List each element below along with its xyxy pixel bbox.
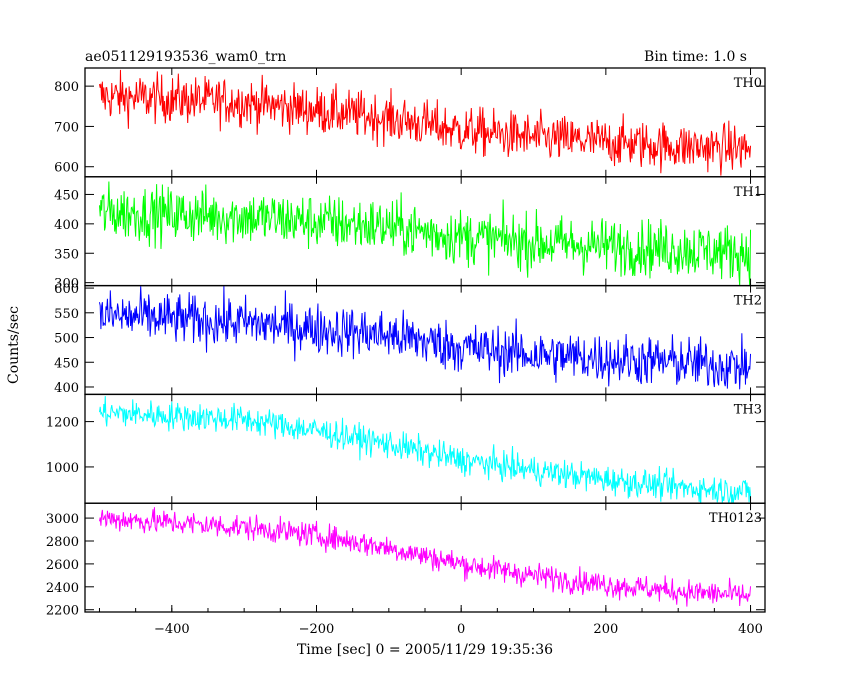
panel-label: TH1 [734,185,762,200]
series-line-th0123 [98,507,752,607]
x-axis-title: Time [sec] 0 = 2005/11/29 19:35:36 [297,642,553,658]
x-tick-label: −400 [154,622,190,637]
panel-label: TH0 [734,76,762,91]
y-tick-label: 550 [54,307,79,322]
y-tick-label: 400 [54,381,79,396]
x-tick-label: 0 [457,622,465,637]
y-tick-label: 600 [54,161,79,176]
y-tick-label: 500 [54,332,79,347]
series-line-th1 [98,181,752,286]
panel-th1: 300 350 400 450 TH1 [54,176,766,292]
y-tick-label: 1200 [46,416,79,431]
panel-label: TH2 [734,294,762,309]
chart-title: ae051129193536_wam0_trn [85,49,286,65]
bin-time-label: Bin time: 1.0 s [644,49,747,65]
y-tick-label: 2800 [46,535,79,550]
panel-th0123: 2200 2400 2600 2800 3000 TH0123 [46,502,766,619]
y-tick-label: 3000 [46,512,79,527]
panel-th0: 600 700 800 TH0 [54,67,766,178]
y-tick-label: 450 [54,356,79,371]
panel-th3: 1000 1200 TH3 [46,393,766,504]
y-tick-label: 300 [54,277,79,292]
x-tick-label: 200 [593,622,618,637]
y-tick-label: 2600 [46,558,79,573]
y-tick-label: 2200 [46,604,79,619]
panel-label: TH3 [734,402,762,417]
x-tick-label: 400 [738,622,763,637]
y-tick-label: 2400 [46,581,79,596]
y-tick-label: 800 [54,80,79,95]
panels-group: 600 700 800 TH0 300 350 400 450 TH1 400 450 500 550 6… [46,67,766,637]
panel-frame [84,176,766,287]
y-tick-label: 700 [54,120,79,135]
y-tick-label: 400 [54,218,79,233]
series-line-th2 [98,285,752,390]
x-tick-label: −200 [299,622,335,637]
panel-label: TH0123 [709,511,762,526]
y-tick-label: 450 [54,188,79,203]
y-tick-label: 1000 [46,461,79,476]
series-line-th0 [98,69,752,176]
y-axis-title: Counts/sec [6,306,22,384]
panel-th2: 400 450 500 550 600 TH2 [54,282,766,396]
series-line-th3 [98,396,752,504]
y-tick-label: 350 [54,247,79,262]
y-tick-label: 600 [54,282,79,297]
